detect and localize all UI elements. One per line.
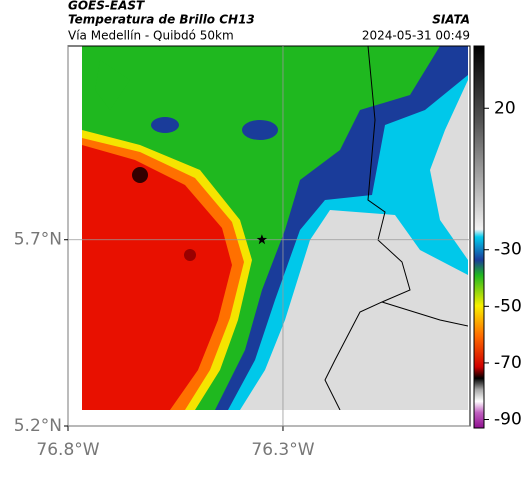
border-line bbox=[324, 46, 411, 410]
green-patch bbox=[95, 60, 130, 110]
source: GOES-EAST bbox=[68, 0, 145, 13]
station-marker bbox=[256, 234, 268, 245]
colorbar-tick-label: -30 bbox=[494, 240, 522, 260]
timestamp: 2024-05-31 00:49 bbox=[362, 29, 470, 43]
blue-patch bbox=[151, 117, 179, 133]
title: Temperatura de Brillo CH13 bbox=[68, 13, 255, 27]
colorbar-tick-label: -70 bbox=[494, 353, 522, 373]
satellite-image bbox=[82, 46, 468, 410]
colorbar-tick-label: -90 bbox=[494, 410, 522, 430]
cold-core bbox=[184, 249, 196, 261]
colorbar-tick-label: 20 bbox=[494, 98, 516, 118]
colorbar-tick-label: -50 bbox=[494, 296, 522, 316]
x-tick-label: 76.8°W bbox=[36, 440, 99, 460]
y-tick-label: 5.2°N bbox=[14, 416, 62, 436]
y-tick-label: 5.7°N bbox=[14, 230, 62, 250]
blue-patch bbox=[242, 120, 278, 140]
border-line bbox=[381, 301, 468, 327]
agency: SIATA bbox=[432, 13, 470, 27]
red-area bbox=[82, 145, 232, 410]
header: GOES-EAST Temperatura de Brillo CH13 Vía… bbox=[68, 0, 470, 43]
cold-core bbox=[132, 167, 148, 183]
colorbar bbox=[473, 45, 485, 429]
subtitle: Vía Medellín - Quibdó 50km bbox=[68, 29, 234, 43]
x-tick-label: 76.3°W bbox=[251, 440, 314, 460]
